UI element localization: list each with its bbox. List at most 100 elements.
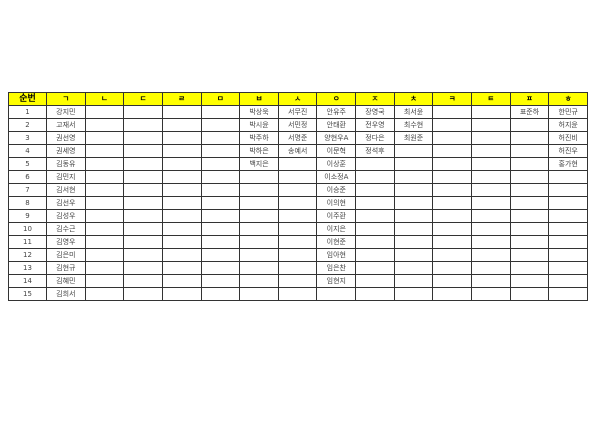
name-cell[interactable] [548,235,588,249]
name-cell[interactable] [432,131,473,145]
name-cell[interactable] [432,235,473,249]
name-cell[interactable] [123,183,163,197]
name-cell[interactable] [277,183,318,197]
name-cell[interactable] [161,170,202,184]
name-cell[interactable]: 최원준 [393,131,434,145]
name-cell[interactable] [239,170,279,184]
name-cell[interactable] [84,261,125,275]
name-cell[interactable] [355,235,395,249]
name-cell[interactable] [432,209,473,223]
name-cell[interactable]: 임은찬 [316,261,357,275]
name-cell[interactable]: 정다은 [355,131,395,145]
name-cell[interactable]: 장영국 [355,105,395,119]
name-cell[interactable]: 박주하 [239,131,279,145]
row-number-cell[interactable]: 14 [8,274,47,288]
name-cell[interactable] [471,183,511,197]
name-cell[interactable] [471,274,511,288]
name-cell[interactable]: 김현규 [46,261,86,275]
name-cell[interactable]: 정석후 [355,144,395,158]
name-cell[interactable] [355,287,395,301]
name-cell[interactable] [161,248,202,262]
name-cell[interactable] [200,248,241,262]
name-cell[interactable] [239,209,279,223]
name-cell[interactable]: 김수근 [46,222,86,236]
name-cell[interactable] [200,131,241,145]
name-cell[interactable] [548,261,588,275]
name-cell[interactable]: 안유주 [316,105,357,119]
name-cell[interactable] [509,131,550,145]
row-number-cell[interactable]: 8 [8,196,47,210]
name-cell[interactable] [123,118,163,132]
name-cell[interactable] [200,235,241,249]
name-cell[interactable] [432,144,473,158]
name-cell[interactable] [548,222,588,236]
name-cell[interactable] [393,183,434,197]
name-cell[interactable] [84,235,125,249]
name-cell[interactable] [84,209,125,223]
name-cell[interactable] [432,157,473,171]
row-number-cell[interactable]: 12 [8,248,47,262]
name-cell[interactable] [355,248,395,262]
name-cell[interactable] [200,183,241,197]
name-cell[interactable] [509,261,550,275]
row-number-cell[interactable]: 11 [8,235,47,249]
name-cell[interactable] [84,222,125,236]
name-cell[interactable]: 송예서 [277,144,318,158]
name-cell[interactable] [509,209,550,223]
name-cell[interactable] [84,196,125,210]
name-cell[interactable]: 김동유 [46,157,86,171]
name-cell[interactable] [355,157,395,171]
name-cell[interactable] [277,170,318,184]
name-cell[interactable] [123,144,163,158]
name-cell[interactable] [355,209,395,223]
name-cell[interactable]: 이문혁 [316,144,357,158]
name-cell[interactable] [393,222,434,236]
name-cell[interactable] [84,105,125,119]
name-cell[interactable] [548,287,588,301]
name-cell[interactable] [84,274,125,288]
name-cell[interactable] [123,248,163,262]
name-cell[interactable] [123,196,163,210]
name-cell[interactable] [432,196,473,210]
row-number-cell[interactable]: 10 [8,222,47,236]
name-cell[interactable] [200,274,241,288]
name-cell[interactable] [471,196,511,210]
name-cell[interactable] [239,235,279,249]
name-cell[interactable] [123,131,163,145]
name-cell[interactable] [509,144,550,158]
name-cell[interactable]: 전우영 [355,118,395,132]
name-cell[interactable] [471,144,511,158]
name-cell[interactable] [84,170,125,184]
name-cell[interactable] [200,170,241,184]
name-cell[interactable] [84,144,125,158]
name-cell[interactable] [161,209,202,223]
name-cell[interactable]: 최서윤 [393,105,434,119]
name-cell[interactable] [123,261,163,275]
name-cell[interactable]: 김성우 [46,209,86,223]
row-number-cell[interactable]: 1 [8,105,47,119]
name-cell[interactable] [548,196,588,210]
name-cell[interactable]: 안태환 [316,118,357,132]
name-cell[interactable] [471,105,511,119]
name-cell[interactable] [432,248,473,262]
name-cell[interactable] [432,261,473,275]
name-cell[interactable] [355,274,395,288]
name-cell[interactable] [471,287,511,301]
name-cell[interactable] [393,248,434,262]
name-cell[interactable]: 김혜민 [46,274,86,288]
name-cell[interactable] [123,157,163,171]
row-number-cell[interactable]: 3 [8,131,47,145]
name-cell[interactable] [548,274,588,288]
name-cell[interactable] [277,248,318,262]
name-cell[interactable] [432,274,473,288]
name-cell[interactable] [239,274,279,288]
name-cell[interactable]: 백지은 [239,157,279,171]
name-cell[interactable] [161,196,202,210]
name-cell[interactable] [161,235,202,249]
name-cell[interactable]: 김선우 [46,196,86,210]
name-cell[interactable] [509,235,550,249]
name-cell[interactable]: 서명준 [277,131,318,145]
name-cell[interactable] [393,287,434,301]
name-cell[interactable]: 이지은 [316,222,357,236]
name-cell[interactable]: 김영우 [46,235,86,249]
